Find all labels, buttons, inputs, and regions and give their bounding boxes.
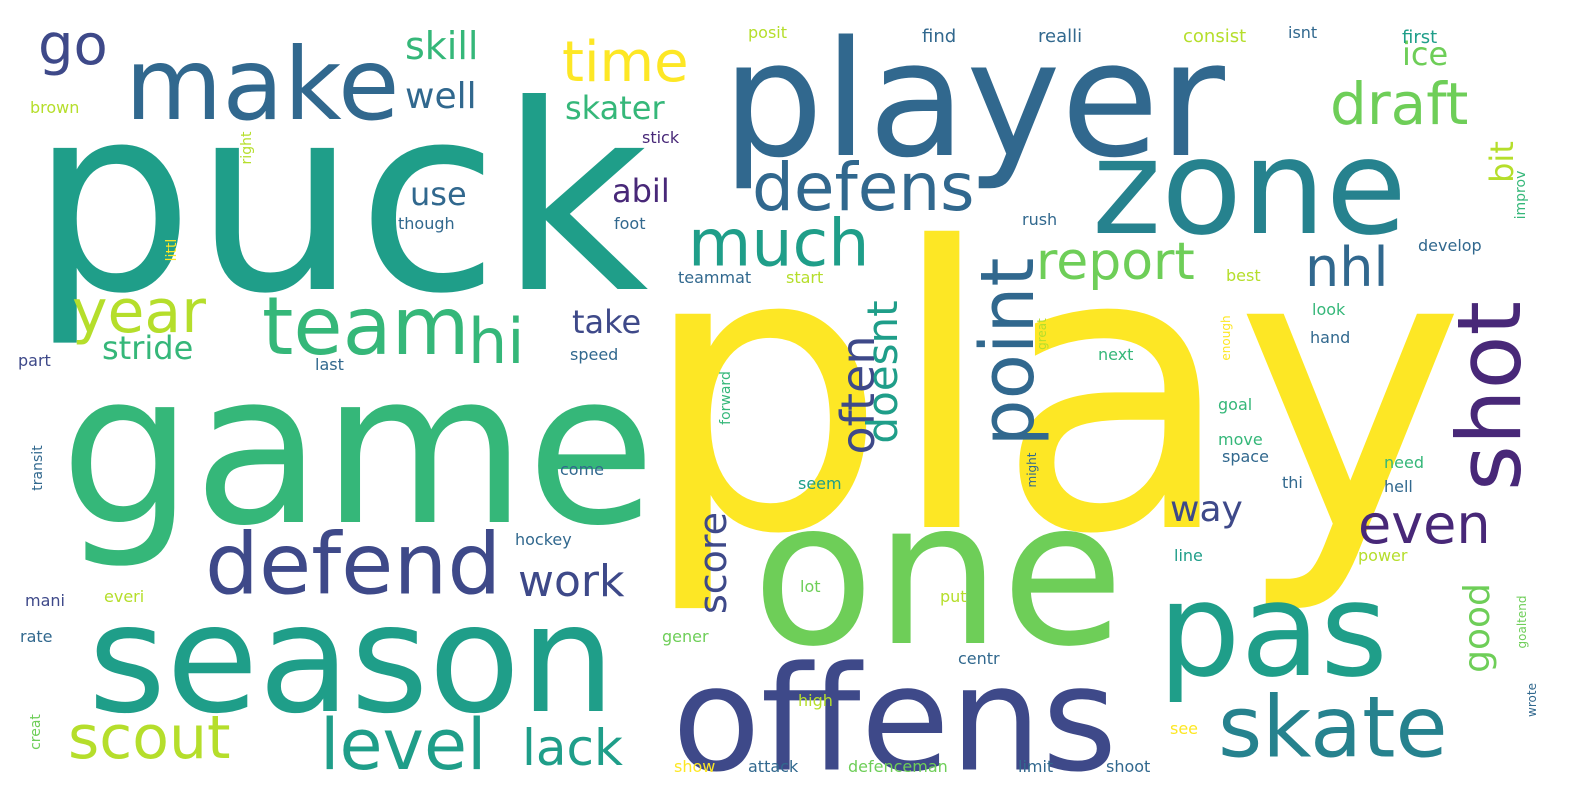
word-doesnt: doesnt <box>858 300 907 444</box>
word-last: last <box>315 355 344 374</box>
word-player: player <box>722 6 1225 193</box>
word-puck: puck <box>30 50 649 350</box>
word-stride: stride <box>102 329 194 367</box>
word-offens: offens <box>672 635 1118 805</box>
word-mani: mani <box>25 591 65 610</box>
word-hell: hell <box>1384 477 1413 496</box>
word-transit: transit <box>30 445 46 491</box>
word-point: point <box>965 257 1051 447</box>
word-though: though <box>398 214 455 233</box>
word-play: play <box>640 165 1466 619</box>
word-foot: foot <box>614 214 646 233</box>
word-level: level <box>320 704 487 786</box>
word-defenceman: defenceman <box>848 757 948 776</box>
word-thi: thi <box>1282 473 1303 492</box>
word-look: look <box>1312 300 1346 319</box>
word-year: year <box>72 277 206 347</box>
word-speed: speed <box>570 345 619 364</box>
word-season: season <box>88 573 616 747</box>
word-zone: zone <box>1092 111 1407 265</box>
word-improv: improv <box>1513 170 1529 220</box>
word-see: see <box>1170 719 1199 738</box>
word-team: team <box>262 280 470 373</box>
word-skill: skill <box>405 24 479 68</box>
word-right: right <box>239 131 255 165</box>
word-next: next <box>1098 345 1134 364</box>
word-even: even <box>1358 493 1491 556</box>
word-enough: enough <box>1219 315 1233 361</box>
word-consist: consist <box>1183 26 1247 47</box>
word-brown: brown <box>30 98 80 117</box>
word-hockey: hockey <box>515 530 572 549</box>
word-find: find <box>922 26 957 47</box>
word-work: work <box>518 556 625 607</box>
word-time: time <box>562 30 689 95</box>
word-well: well <box>405 76 477 117</box>
word-first: first <box>1402 27 1438 48</box>
word-forward: forward <box>718 371 734 425</box>
word-make: make <box>125 26 400 143</box>
word-score: score <box>691 511 735 615</box>
word-put: put <box>940 587 967 606</box>
word-rush: rush <box>1022 210 1058 229</box>
word-high: high <box>798 691 833 710</box>
word-show: show <box>674 757 716 776</box>
word-ice: ice <box>1402 35 1449 73</box>
word-power: power <box>1358 546 1408 565</box>
word-start: start <box>786 268 824 287</box>
word-game: game <box>60 327 656 572</box>
word-limit: limit <box>1018 757 1054 776</box>
word-everi: everi <box>104 587 145 606</box>
word-line: line <box>1174 546 1203 565</box>
word-scout: scout <box>68 703 231 773</box>
word-littl: littl <box>164 238 180 262</box>
word-lack: lack <box>522 719 623 777</box>
word-skate: skate <box>1218 678 1448 778</box>
word-defend: defend <box>205 515 502 615</box>
word-defens: defens <box>752 149 975 226</box>
word-best: best <box>1226 266 1261 285</box>
word-report: report <box>1036 232 1195 292</box>
word-move: move <box>1218 430 1263 449</box>
word-goaltend: goaltend <box>1515 595 1529 649</box>
word-shot: shot <box>1438 301 1541 491</box>
word-rate: rate <box>20 627 53 646</box>
word-take: take <box>572 303 642 341</box>
word-much: much <box>688 206 870 282</box>
word-nhl: nhl <box>1305 236 1389 299</box>
word-attack: attack <box>748 757 799 776</box>
word-isnt: isnt <box>1288 23 1318 42</box>
word-hand: hand <box>1310 328 1351 347</box>
word-one: one <box>752 458 1125 691</box>
word-draft: draft <box>1330 70 1469 138</box>
word-might: might <box>1025 452 1039 488</box>
word-centr: centr <box>958 649 1000 668</box>
word-good: good <box>1457 583 1498 673</box>
word-realli: realli <box>1038 26 1083 47</box>
word-come: come <box>560 460 605 479</box>
word-way: way <box>1170 489 1243 530</box>
word-abil: abil <box>612 172 670 210</box>
word-pas: pas <box>1158 554 1388 706</box>
word-wrote: wrote <box>1525 683 1539 717</box>
word-posit: posit <box>748 23 787 42</box>
word-develop: develop <box>1418 236 1482 255</box>
word-gener: gener <box>662 627 709 646</box>
word-need: need <box>1384 453 1424 472</box>
word-stick: stick <box>642 128 680 147</box>
word-teammat: teammat <box>678 268 752 287</box>
word-seem: seem <box>798 474 842 493</box>
word-goal: goal <box>1218 395 1253 414</box>
word-skater: skater <box>565 89 665 127</box>
word-great: great <box>1035 318 1049 350</box>
word-part: part <box>18 351 51 370</box>
word-space: space <box>1222 447 1269 466</box>
word-hi: hi <box>468 305 525 378</box>
word-go: go <box>38 13 108 78</box>
word-shoot: shoot <box>1106 757 1151 776</box>
word-creat: creat <box>28 714 44 750</box>
word-lot: lot <box>800 577 821 596</box>
word-use: use <box>410 175 467 213</box>
